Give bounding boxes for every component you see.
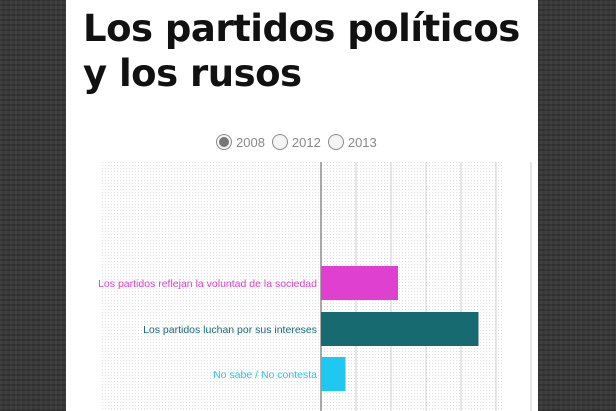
bar-chart: Los partidos reflejan la voluntad de la … <box>98 162 532 411</box>
radio-unselected-icon[interactable] <box>327 134 344 150</box>
bar[interactable] <box>321 266 398 300</box>
bar[interactable] <box>321 312 479 346</box>
year-label: 2012 <box>291 134 321 150</box>
year-label: 2013 <box>347 134 377 150</box>
radio-unselected-icon[interactable] <box>271 134 288 150</box>
article-card: Los partidos políticos y los rusos 2008 … <box>66 0 538 411</box>
category-label: Los partidos luchan por sus intereses <box>143 324 317 336</box>
category-label: No sabe / No contesta <box>213 369 317 381</box>
year-option-2012[interactable]: 2012 <box>271 134 321 150</box>
page-title: Los partidos políticos y los rusos <box>83 7 520 95</box>
year-option-2008[interactable]: 2008 <box>216 134 265 150</box>
chart-plot-area <box>100 162 504 411</box>
year-label: 2008 <box>236 134 265 150</box>
category-label: Los partidos reflejan la voluntad de la … <box>98 278 317 290</box>
year-selector: 2008 2012 2013 <box>216 132 384 152</box>
year-option-2013[interactable]: 2013 <box>327 134 377 150</box>
bar[interactable] <box>321 357 346 391</box>
radio-selected-icon[interactable] <box>216 134 232 150</box>
